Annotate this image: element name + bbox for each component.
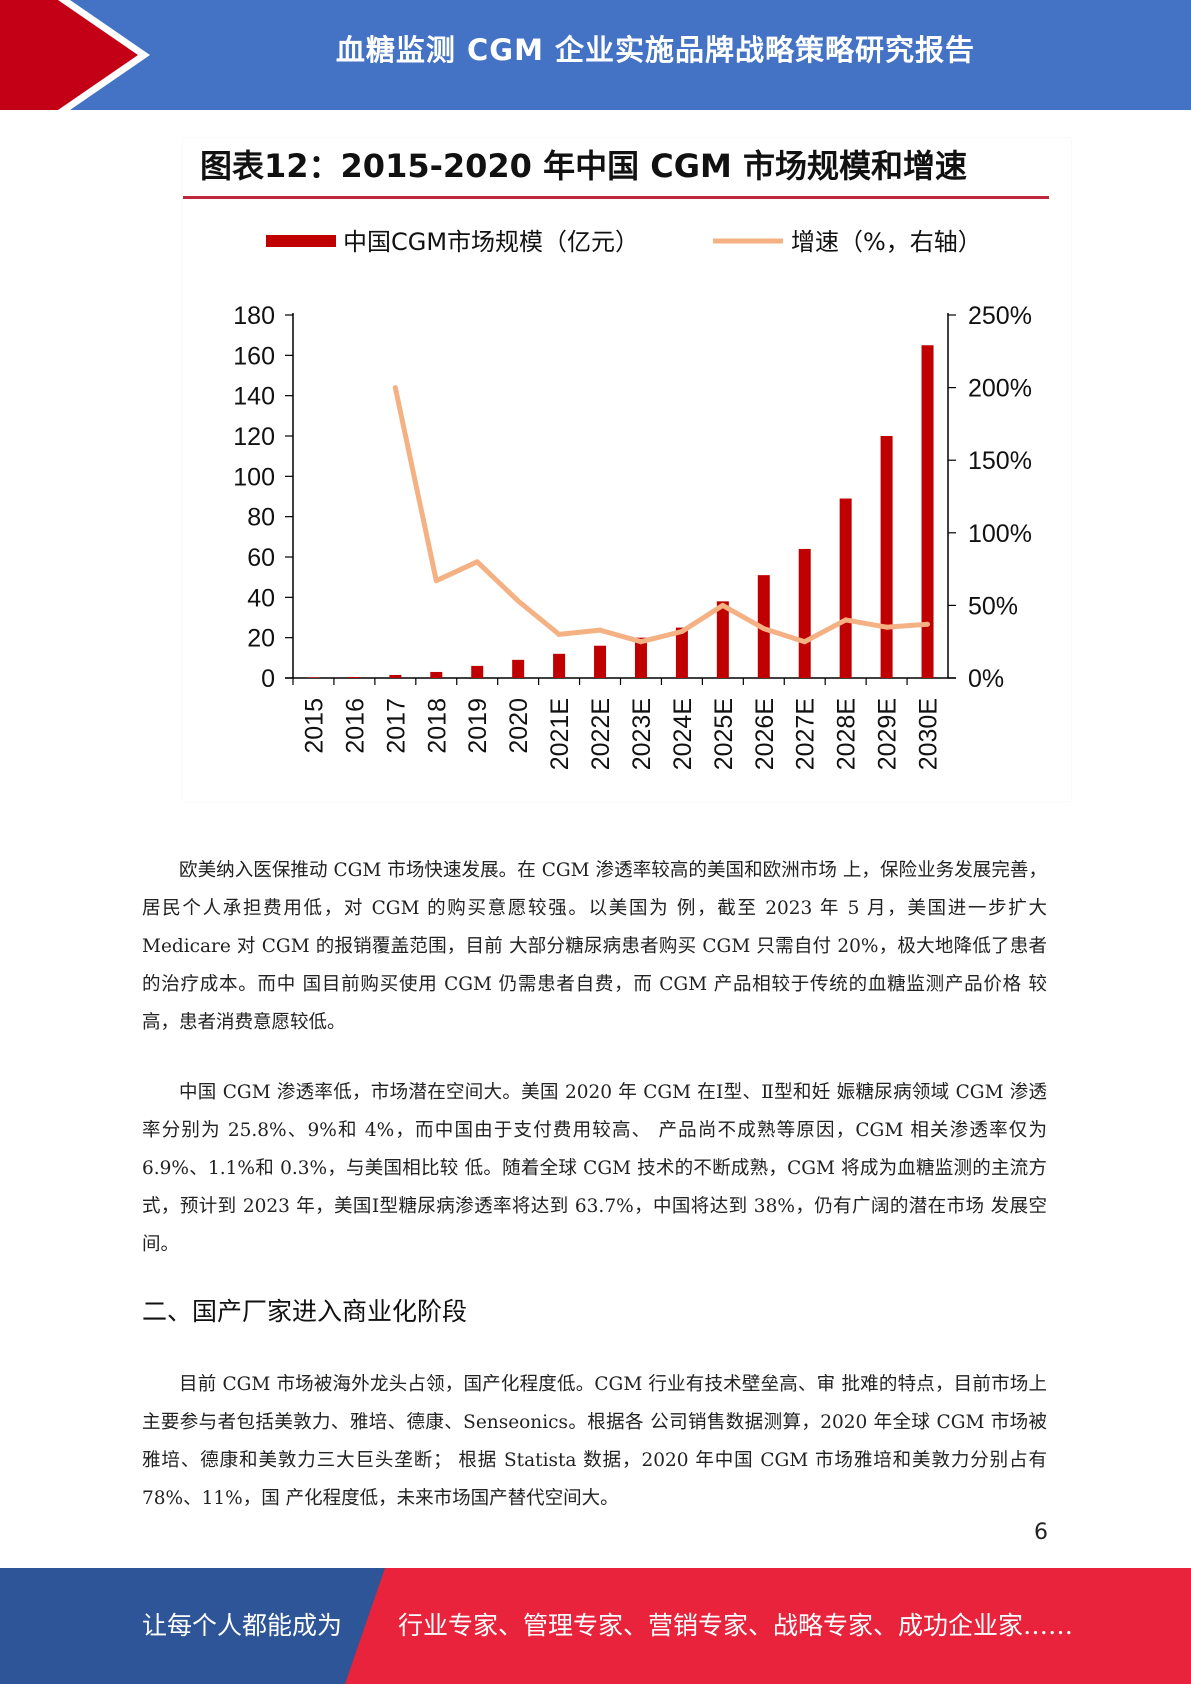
page-footer: 让每个人都能成为 行业专家、管理专家、营销专家、战略专家、成功企业家…… <box>0 1568 1191 1684</box>
figure-title: 图表12：2015-2020 年中国 CGM 市场规模和增速 <box>200 147 967 185</box>
paragraph-2: 中国 CGM 渗透率低，市场潜在空间大。美国 2020 年 CGM 在Ⅰ型、Ⅱ型… <box>142 1082 1047 1255</box>
growth-point-2020 <box>515 598 521 604</box>
footer-blue-shape <box>0 1568 385 1684</box>
bar-2018 <box>430 671 443 678</box>
y-right-tick-label: 50% <box>968 592 1018 620</box>
y-right-tick-label: 100% <box>968 520 1032 548</box>
x-tick-label: 2020 <box>505 698 533 754</box>
x-tick-label: 2021E <box>546 698 574 770</box>
y-right-tick-label: 0% <box>968 665 1004 693</box>
y-left-tick-label: 120 <box>233 423 275 451</box>
growth-point-2022E <box>597 627 603 633</box>
bar-2020 <box>512 659 525 678</box>
bar-2030E <box>921 345 934 678</box>
paragraph-1: 欧美纳入医保推动 CGM 市场快速发展。在 CGM 渗透率较高的美国和欧洲市场 … <box>142 860 1047 1033</box>
bar-2023E <box>634 637 647 678</box>
y-left-tick-label: 20 <box>247 625 275 653</box>
growth-point-2028E <box>843 617 849 623</box>
x-tick-label: 2023E <box>628 698 656 770</box>
y-left-tick-label: 140 <box>233 383 275 411</box>
x-tick-label: 2024E <box>669 698 697 770</box>
bar-2028E <box>839 498 852 678</box>
section-heading: 二、国产厂家进入商业化阶段 <box>142 1297 468 1326</box>
x-tick-label: 2018 <box>423 698 451 754</box>
x-tick-label: 2019 <box>464 698 492 754</box>
growth-point-2024E <box>679 629 685 635</box>
page-number: 6 <box>1034 1520 1048 1545</box>
growth-point-2023E <box>638 639 644 645</box>
growth-point-2025E <box>720 602 726 608</box>
footer-slogan: 让每个人都能成为 <box>142 1611 343 1640</box>
x-tick-label: 2028E <box>833 698 861 770</box>
x-tick-label: 2030E <box>915 698 943 770</box>
legend-line-label: 增速（%，右轴） <box>791 228 982 256</box>
bar-2029E <box>880 436 893 678</box>
growth-point-2018 <box>433 578 439 584</box>
y-left-tick-label: 80 <box>247 504 275 532</box>
x-tick-label: 2026E <box>751 698 779 770</box>
x-tick-label: 2029E <box>874 698 902 770</box>
market-size-chart: 中国CGM市场规模（亿元） 增速（%，右轴） 0 20 40 60 80 100 120 140 1… <box>233 228 1032 770</box>
bar-2027E <box>798 548 811 678</box>
y-left-tick-label: 40 <box>247 584 275 612</box>
legend-bar-label: 中国CGM市场规模（亿元） <box>343 228 639 256</box>
growth-point-2030E <box>925 621 931 627</box>
growth-point-2019 <box>474 559 480 565</box>
growth-rate-line <box>392 387 928 645</box>
header-arrow-icon <box>0 0 150 110</box>
y-left-tick-label: 160 <box>233 342 275 370</box>
x-tick-label: 2016 <box>341 698 369 754</box>
growth-point-2021E <box>556 631 562 637</box>
legend-bar-swatch <box>266 235 336 247</box>
x-tick-label: 2015 <box>300 698 328 754</box>
y-left-tick-label: 180 <box>233 302 275 330</box>
footer-roles: 行业专家、管理专家、营销专家、战略专家、成功企业家…… <box>398 1611 1074 1640</box>
bar-2016 <box>348 676 361 678</box>
figure-title-rule <box>183 196 1049 199</box>
y-left-tick-label: 100 <box>233 463 275 491</box>
header-title: 血糖监测 CGM 企业实施品牌战略策略研究报告 <box>335 33 976 67</box>
y-right-tick-label: 150% <box>968 447 1032 475</box>
y-right-tick-label: 200% <box>968 375 1032 403</box>
x-tick-label: 2027E <box>792 698 820 770</box>
bar-2021E <box>553 653 566 678</box>
bar-2019 <box>471 665 484 678</box>
growth-point-2017 <box>392 385 398 391</box>
y-left-tick-label: 0 <box>261 665 275 693</box>
growth-point-2027E <box>802 639 808 645</box>
x-tick-label: 2022E <box>587 698 615 770</box>
bar-2025E <box>716 601 729 678</box>
paragraph-3: 目前 CGM 市场被海外龙头占领，国产化程度低。CGM 行业有技术壁垒高、审 批… <box>142 1374 1047 1509</box>
x-tick-label: 2025E <box>710 698 738 770</box>
y-left-tick-label: 60 <box>247 544 275 572</box>
page-header: 血糖监测 CGM 企业实施品牌战略策略研究报告 <box>0 0 1191 110</box>
growth-point-2029E <box>884 624 890 630</box>
bar-2022E <box>594 645 607 678</box>
x-tick-label: 2017 <box>382 698 410 754</box>
bar-2015 <box>307 677 320 678</box>
y-right-tick-label: 250% <box>968 302 1032 330</box>
bar-2017 <box>389 674 402 678</box>
bar-2024E <box>675 627 688 678</box>
growth-point-2026E <box>761 626 767 632</box>
